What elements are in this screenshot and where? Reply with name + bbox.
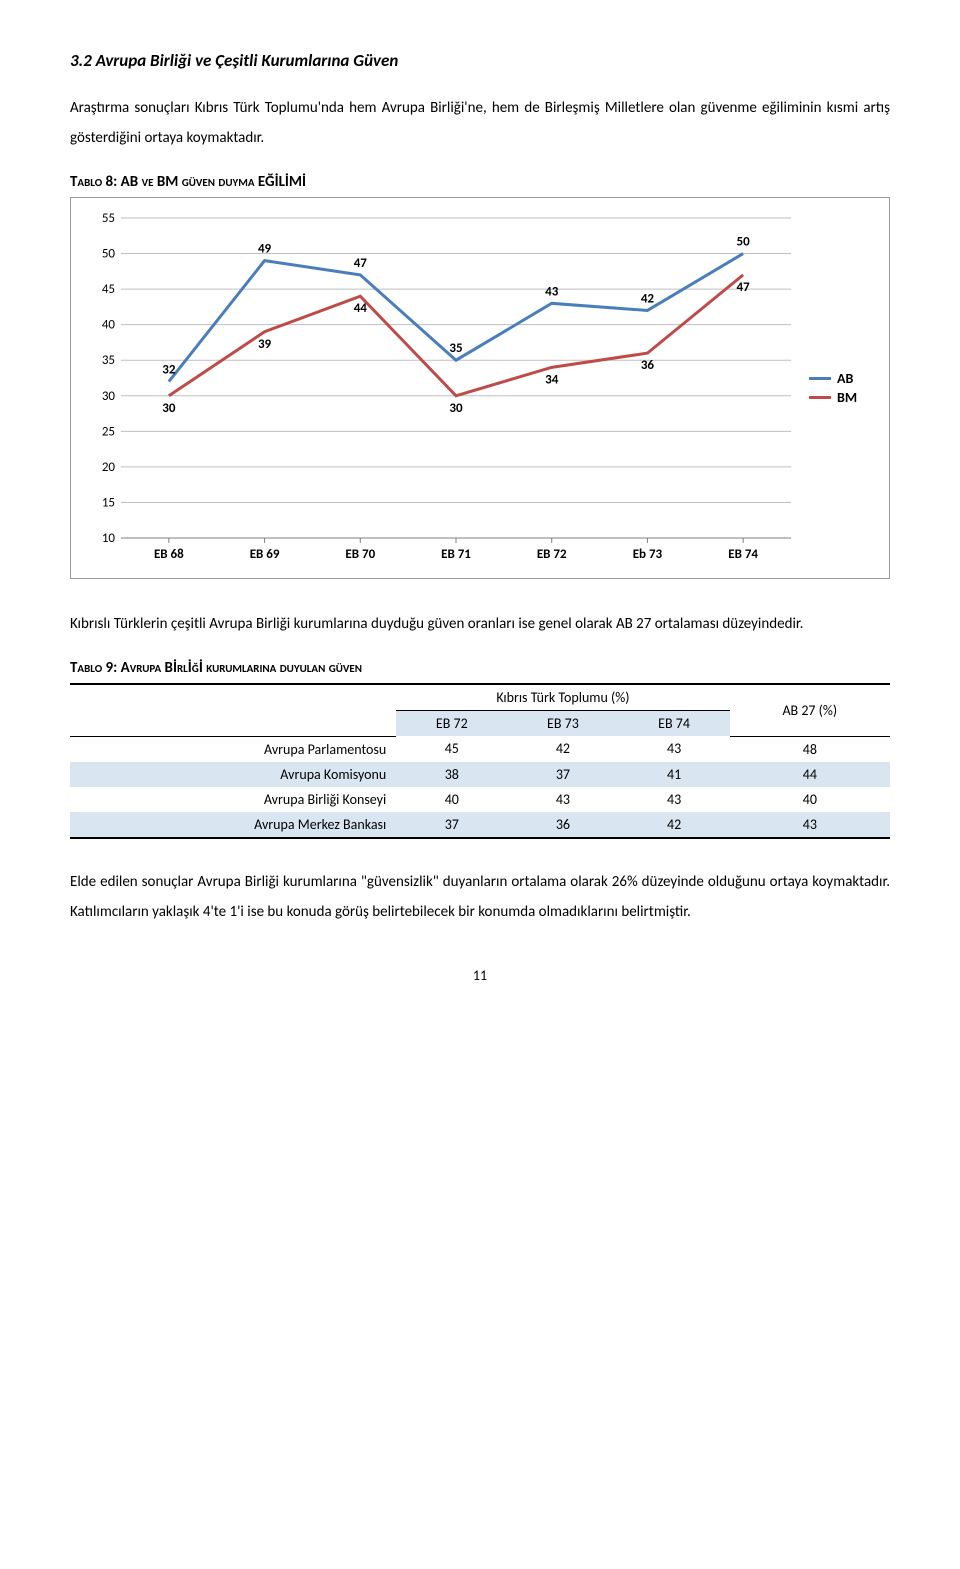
legend-label: BM — [837, 389, 857, 406]
svg-text:43: 43 — [545, 284, 559, 299]
page-number: 11 — [70, 967, 890, 984]
svg-text:EB 68: EB 68 — [154, 547, 184, 562]
table-row: Avrupa Merkez Bankası37364243 — [70, 812, 890, 838]
svg-text:EB 71: EB 71 — [441, 547, 471, 562]
table-row: Avrupa Komisyonu38374144 — [70, 762, 890, 787]
svg-text:32: 32 — [162, 363, 176, 378]
paragraph-3: Elde edilen sonuçlar Avrupa Birliği kuru… — [70, 867, 890, 927]
svg-text:10: 10 — [102, 531, 116, 546]
tablo8-title: Tablo 8: AB ve BM güven duyma EĞİLİMİ — [70, 173, 890, 191]
svg-text:35: 35 — [102, 353, 115, 368]
legend-swatch — [809, 377, 831, 380]
paragraph-1: Araştırma sonuçları Kıbrıs Türk Toplumu'… — [70, 93, 890, 153]
svg-text:42: 42 — [641, 291, 655, 306]
legend-swatch — [809, 396, 831, 399]
svg-text:20: 20 — [102, 460, 116, 475]
svg-text:Eb 73: Eb 73 — [633, 547, 663, 562]
section-heading: 3.2 Avrupa Birliği ve Çeşitli Kurumların… — [70, 50, 890, 71]
svg-text:40: 40 — [102, 318, 116, 333]
legend-item: BM — [809, 389, 857, 406]
legend-item: AB — [809, 370, 857, 387]
svg-text:55: 55 — [102, 211, 115, 226]
chart-legend: AB BM — [809, 368, 857, 408]
svg-text:45: 45 — [102, 282, 115, 297]
svg-text:30: 30 — [162, 401, 176, 416]
svg-text:EB 69: EB 69 — [250, 547, 280, 562]
svg-text:49: 49 — [258, 242, 272, 257]
svg-text:EB 74: EB 74 — [728, 547, 758, 562]
chart-container: 10 15 20 25 30 35 40 45 50 55 EB 68 EB 69 EB 70 EB 71… — [70, 197, 890, 579]
svg-text:50: 50 — [737, 235, 751, 250]
svg-text:47: 47 — [354, 256, 368, 271]
svg-text:15: 15 — [102, 495, 115, 510]
legend-label: AB — [837, 370, 853, 387]
svg-text:30: 30 — [102, 389, 116, 404]
svg-text:EB 70: EB 70 — [345, 547, 375, 562]
table-row: Avrupa Birliği Konseyi40434340 — [70, 787, 890, 812]
tablo9-title: Tablo 9: Avrupa Bİrlİğİ kurumlarına duyu… — [70, 659, 890, 677]
svg-text:36: 36 — [641, 358, 655, 373]
paragraph-2: Kıbrıslı Türklerin çeşitli Avrupa Birliğ… — [70, 609, 890, 639]
table-9: Kıbrıs Türk Toplumu (%)AB 27 (%)EB 72EB … — [70, 683, 890, 839]
svg-text:47: 47 — [737, 280, 751, 295]
svg-text:25: 25 — [102, 424, 115, 439]
svg-text:44: 44 — [354, 301, 368, 316]
svg-text:39: 39 — [258, 337, 272, 352]
line-chart: 10 15 20 25 30 35 40 45 50 55 EB 68 EB 69 EB 70 EB 71… — [81, 208, 801, 568]
svg-text:35: 35 — [449, 341, 462, 356]
table-row: Avrupa Parlamentosu45424348 — [70, 736, 890, 762]
svg-text:34: 34 — [545, 372, 559, 387]
svg-text:EB 72: EB 72 — [537, 547, 567, 562]
svg-text:50: 50 — [102, 247, 116, 262]
svg-text:30: 30 — [449, 401, 463, 416]
